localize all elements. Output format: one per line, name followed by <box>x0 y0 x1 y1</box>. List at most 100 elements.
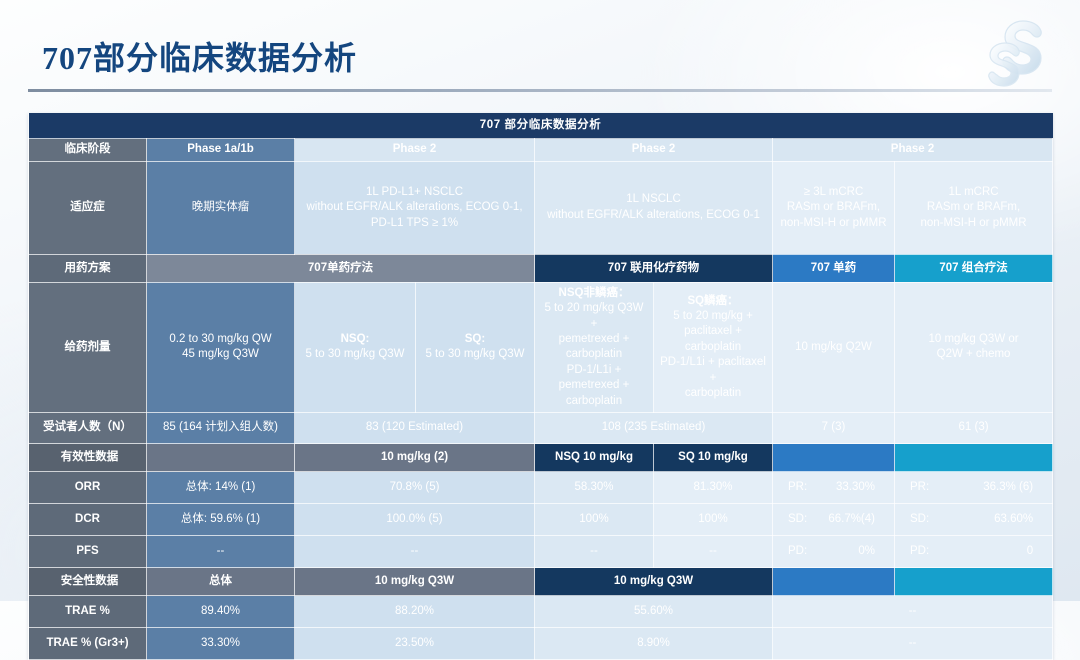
safety-header-nsclc: 10 mg/kg Q3W <box>534 567 773 597</box>
efficacy-header-mcrc-3l <box>772 443 895 473</box>
dcr-nsq: 100% <box>534 503 654 537</box>
table-row-pfs: PFS -- -- -- -- PD: 0% PD: 0 <box>28 535 1054 569</box>
dcr-phase1: 总体: 59.6% (1) <box>146 503 295 537</box>
page-title: 707部分临床数据分析 <box>42 40 358 76</box>
dose-sq-title: SQ: <box>464 333 486 346</box>
dcr-nsclc-pdl1: 100.0% (5) <box>294 503 535 537</box>
trae-nsclc: 55.60% <box>534 595 773 629</box>
efficacy-header-nsq: NSQ 10 mg/kg <box>534 443 654 473</box>
dose-nsq-body: 5 to 30 mg/kg Q3W <box>305 348 405 361</box>
table-row-trae: TRAE % 89.40% 88.20% 55.60% -- <box>28 595 1054 629</box>
indication-phase1: 晚期实体瘤 <box>146 160 295 255</box>
table-banner-row: 707 部分临床数据分析 <box>28 113 1053 139</box>
dcr-mcrc-3l-key: SD: <box>788 512 808 525</box>
table-row-orr: ORR 总体: 14% (1) 70.8% (5) 58.30% 81.30% … <box>28 471 1054 505</box>
regimen-mono-right: 707 单药 <box>772 253 895 283</box>
efficacy-header-mcrc-1l <box>893 443 1054 473</box>
table-row-dcr: DCR 总体: 59.6% (1) 100.0% (5) 100% 100% S… <box>28 503 1054 537</box>
safety-header-phase1: 总体 <box>146 567 295 597</box>
indication-mcrc-1l: 1L mCRC RASm or BRAFm, non-MSI-H or pMMR <box>893 160 1054 255</box>
title-divider <box>28 89 1052 92</box>
orr-mcrc-1l-key: PR: <box>910 480 930 493</box>
company-watermark-logo-icon <box>974 8 1066 100</box>
pfs-nsclc-pdl1: -- <box>294 535 535 569</box>
safety-header-mcrc-1l <box>893 567 1054 597</box>
orr-mcrc-3l-value: 33.30% <box>835 480 875 493</box>
row-label-trae: TRAE % <box>28 595 147 629</box>
indication-nsclc: 1L NSCLC without EGFR/ALK alterations, E… <box>534 160 773 255</box>
orr-sq: 81.30% <box>653 471 773 505</box>
trae-nsclc-pdl1: 88.20% <box>294 595 535 629</box>
pfs-nsq: -- <box>534 535 654 569</box>
table-row-efficacy-header: 有效性数据 10 mg/kg (2) NSQ 10 mg/kg SQ 10 mg… <box>28 443 1054 473</box>
table-row-stage: 临床阶段 Phase 1a/1b Phase 2 Phase 2 Phase 2 <box>28 138 1054 162</box>
row-label-orr: ORR <box>28 471 147 505</box>
dose-nsq-combo-body: 5 to 20 mg/kg Q3W + pemetrexed + carbopl… <box>544 302 644 407</box>
orr-nsq: 58.30% <box>534 471 654 505</box>
orr-mcrc-3l: PR: 33.30% <box>772 471 895 505</box>
safety-header-mcrc-3l <box>772 567 895 597</box>
orr-mcrc-3l-key: PR: <box>788 480 808 493</box>
row-label-pfs: PFS <box>28 535 147 569</box>
table-row-dose: 给药剂量 0.2 to 30 mg/kg QW 45 mg/kg Q3W NSQ… <box>28 281 1054 414</box>
pfs-mcrc-3l-key: PD: <box>788 544 808 557</box>
dcr-mcrc-1l-key: SD: <box>910 512 930 525</box>
trae-mcrc: -- <box>771 595 1054 629</box>
row-label-efficacy: 有效性数据 <box>28 443 147 473</box>
stage-phase2-nsclc: Phase 2 <box>534 138 773 162</box>
subjects-phase1: 85 (164 计划入组人数) <box>146 412 295 445</box>
dose-mcrc-3l: 10 mg/kg Q2W <box>772 281 895 414</box>
subjects-mcrc-3l: 7 (3) <box>772 412 895 445</box>
dose-sq-combo-title: SQ鳞癌： <box>687 294 739 307</box>
dcr-mcrc-3l: SD: 66.7%(4) <box>772 503 895 537</box>
table-row-regimen: 用药方案 707单药疗法 707 联用化疗药物 707 单药 707 组合疗法 <box>28 253 1054 283</box>
dose-mcrc-1l: 10 mg/kg Q3W or Q2W + chemo <box>893 281 1054 414</box>
dose-nsq-combo: NSQ非鳞癌： 5 to 20 mg/kg Q3W + pemetrexed +… <box>534 281 654 414</box>
trae-gr3-mcrc: -- <box>771 627 1054 660</box>
stage-phase2-nsclc-pdl1: Phase 2 <box>294 138 535 162</box>
subjects-nsclc: 108 (235 Estimated) <box>534 412 773 445</box>
efficacy-header-nsclc-pdl1: 10 mg/kg (2) <box>294 443 535 473</box>
regimen-combo-right: 707 组合疗法 <box>893 253 1054 283</box>
row-label-stage: 临床阶段 <box>28 138 147 162</box>
row-label-dose: 给药剂量 <box>28 281 147 414</box>
subjects-nsclc-pdl1: 83 (120 Estimated) <box>294 412 535 445</box>
row-label-safety: 安全性数据 <box>28 567 147 597</box>
clinical-data-table: 707 部分临床数据分析 临床阶段 Phase 1a/1b Phase 2 Ph… <box>28 113 1054 660</box>
pfs-phase1: -- <box>146 535 295 569</box>
orr-phase1: 总体: 14% (1) <box>146 471 295 505</box>
trae-gr3-phase1: 33.30% <box>146 627 295 660</box>
efficacy-header-phase1 <box>146 443 295 473</box>
dcr-mcrc-1l: SD: 63.60% <box>893 503 1054 537</box>
stage-phase2-mcrc: Phase 2 <box>771 138 1054 162</box>
pfs-mcrc-1l: PD: 0 <box>893 535 1054 569</box>
stage-phase1: Phase 1a/1b <box>146 138 295 162</box>
dose-sq-body: 5 to 30 mg/kg Q3W <box>425 348 525 361</box>
efficacy-header-sq: SQ 10 mg/kg <box>653 443 773 473</box>
row-label-subjects: 受试者人数（N） <box>28 412 147 445</box>
dcr-mcrc-3l-value: 66.7%(4) <box>828 512 875 525</box>
orr-mcrc-1l-value: 36.3% (6) <box>983 480 1034 493</box>
trae-gr3-nsclc-pdl1: 23.50% <box>294 627 535 660</box>
dose-sq-mono: SQ: 5 to 30 mg/kg Q3W <box>415 281 535 414</box>
dcr-mcrc-1l-value: 63.60% <box>994 512 1034 525</box>
orr-nsclc-pdl1: 70.8% (5) <box>294 471 535 505</box>
dose-nsq-combo-title: NSQ非鳞癌： <box>558 286 630 299</box>
pfs-sq: -- <box>653 535 773 569</box>
indication-mcrc-3l: ≥ 3L mCRC RASm or BRAFm, non-MSI-H or pM… <box>772 160 895 255</box>
dose-sq-combo-body: 5 to 20 mg/kg + paclitaxel + carboplatin… <box>660 309 766 399</box>
dose-nsq-title: NSQ: <box>340 333 370 346</box>
dose-nsq-mono: NSQ: 5 to 30 mg/kg Q3W <box>294 281 416 414</box>
pfs-mcrc-1l-value: 0 <box>1026 544 1034 557</box>
indication-nsclc-pdl1: 1L PD-L1+ NSCLC without EGFR/ALK alterat… <box>294 160 535 255</box>
subjects-mcrc-1l: 61 (3) <box>893 412 1054 445</box>
table-row-indication: 适应症 晚期实体瘤 1L PD-L1+ NSCLC without EGFR/A… <box>28 160 1054 255</box>
safety-header-nsclc-pdl1: 10 mg/kg Q3W <box>294 567 535 597</box>
pfs-mcrc-3l: PD: 0% <box>772 535 895 569</box>
pfs-mcrc-3l-value: 0% <box>858 544 875 557</box>
row-label-indication: 适应症 <box>28 160 147 255</box>
table-row-subjects: 受试者人数（N） 85 (164 计划入组人数) 83 (120 Estimat… <box>28 412 1054 445</box>
trae-gr3-nsclc: 8.90% <box>534 627 773 660</box>
row-label-regimen: 用药方案 <box>28 253 147 283</box>
regimen-monotherapy: 707单药疗法 <box>146 253 535 283</box>
